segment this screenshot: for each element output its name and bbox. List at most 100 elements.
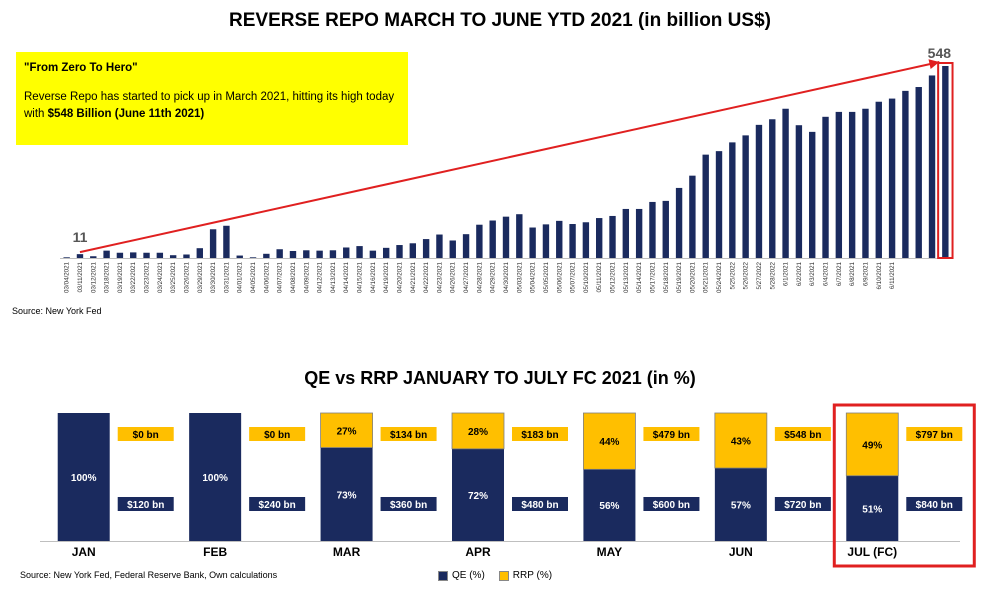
top-x-tick-label: 03/31/2021 <box>223 261 230 293</box>
top-bar <box>516 214 523 258</box>
top-x-tick-label: 04/30/2021 <box>503 261 510 293</box>
top-bar <box>875 101 882 258</box>
top-x-tick-label: 5/26/2022 <box>743 261 750 289</box>
top-bar <box>795 125 803 259</box>
qe-amount-label: $360 bn <box>390 500 427 511</box>
top-bar <box>662 200 669 258</box>
bottom-x-category-label: APR <box>465 545 491 559</box>
top-bar <box>556 220 563 258</box>
top-bar <box>276 249 283 258</box>
top-bar <box>542 224 550 258</box>
top-x-tick-label: 5/27/2022 <box>756 261 763 289</box>
top-x-tick-label: 03/22/2021 <box>130 261 137 293</box>
top-bar <box>130 252 137 258</box>
callout-highlight: $548 Billion (June 11th 2021) <box>47 108 205 120</box>
top-x-tick-label: 04/23/2021 <box>436 261 443 293</box>
top-x-tick-label: 6/11/2021 <box>889 261 896 289</box>
qe-amount-label: $600 bn <box>653 500 690 511</box>
top-x-tick-label: 05/11/2021 <box>596 261 603 292</box>
rrp-amount-box <box>512 427 568 441</box>
top-x-tick-label: 03/25/2021 <box>170 261 177 293</box>
qe-percent-label: 100% <box>202 473 228 484</box>
top-x-tick-label: 6/1/2021 <box>783 261 790 286</box>
top-x-tick-label: 04/09/2021 <box>303 261 310 293</box>
rrp-percent-label: 28% <box>468 427 488 438</box>
top-x-tick-label: 05/10/2021 <box>583 261 590 293</box>
qe-bar <box>452 448 504 541</box>
top-bar <box>862 108 869 258</box>
rrp-percent-label: 43% <box>731 437 751 448</box>
top-x-tick-label: 05/03/2021 <box>516 261 523 293</box>
rrp-amount-box <box>117 427 174 441</box>
top-x-tick-label: 5/25/2022 <box>729 261 736 289</box>
top-bar <box>769 119 776 258</box>
qe-amount-box <box>774 497 831 511</box>
qe-amount-label: $120 bn <box>127 500 164 511</box>
top-bar <box>223 225 230 258</box>
top-bar <box>116 252 124 258</box>
top-bar <box>915 87 922 258</box>
top-x-tick-label: 04/19/2021 <box>383 261 390 293</box>
qe-percent-label: 100% <box>71 473 97 484</box>
top-x-tick-label: 03/18/2021 <box>104 261 111 293</box>
top-bar <box>249 257 257 258</box>
top-bar <box>822 116 829 258</box>
bottom-x-category-label: JAN <box>72 545 96 559</box>
top-x-tick-label: 05/06/2021 <box>556 261 563 293</box>
top-bar <box>489 220 496 258</box>
bottom-chart-legend: QE (%) RRP (%) <box>438 570 552 581</box>
top-x-tick-label: 05/07/2021 <box>570 261 577 293</box>
top-x-tick-label: 04/07/2021 <box>277 261 284 293</box>
top-bar <box>343 247 350 258</box>
top-x-tick-label: 04/05/2021 <box>250 261 257 293</box>
top-bar <box>422 239 430 258</box>
qe-bar <box>189 413 242 541</box>
top-x-tick-label: 03/12/2021 <box>90 261 97 293</box>
qe-percent-label: 56% <box>599 501 619 512</box>
top-bar <box>409 243 417 258</box>
top-x-tick-label: 03/26/2021 <box>183 261 190 293</box>
qe-amount-label: $840 bn <box>916 500 953 511</box>
top-x-tick-label: 04/21/2021 <box>410 261 417 293</box>
top-last-bar-highlight <box>937 62 954 259</box>
top-bar <box>263 253 270 258</box>
qe-amount-box <box>512 497 568 511</box>
top-bar <box>529 227 536 258</box>
top-bar <box>888 98 896 258</box>
top-bar <box>609 215 616 258</box>
top-bar <box>196 248 203 258</box>
top-bar <box>942 66 949 258</box>
top-x-tick-label: 05/14/2021 <box>636 261 643 293</box>
bottom-chart-source: Source: New York Fed, Federal Reserve Ba… <box>20 570 278 580</box>
top-x-tick-label: 6/8/2021 <box>849 261 856 286</box>
rrp-percent-label: 44% <box>599 437 619 448</box>
rrp-percent-label: 27% <box>337 426 357 437</box>
top-bar <box>369 250 377 258</box>
top-chart-title: REVERSE REPO MARCH TO JUNE YTD 2021 (in … <box>229 10 771 31</box>
legend-item-rrp: RRP (%) <box>498 570 552 581</box>
top-x-tick-label: 04/12/2021 <box>317 261 324 293</box>
qe-bar <box>57 413 110 541</box>
qe-amount-box <box>117 497 174 511</box>
top-bar <box>103 250 110 258</box>
top-x-tick-label: 04/26/2021 <box>450 261 457 293</box>
legend-label-qe: QE (%) <box>452 570 485 581</box>
top-bar <box>755 124 763 258</box>
rrp-bar <box>451 412 505 450</box>
rrp-amount-box <box>249 427 306 441</box>
bottom-x-category-label: JUL (FC) <box>847 545 897 559</box>
top-trend-line <box>79 61 940 254</box>
bottom-chart-title: QE vs RRP JANUARY TO JULY FC 2021 (in %) <box>304 368 696 388</box>
top-x-tick-label: 04/14/2021 <box>343 261 350 293</box>
rrp-bar <box>714 412 768 469</box>
top-bar <box>848 111 856 258</box>
top-bar <box>382 247 390 258</box>
legend-swatch-rrp <box>498 570 509 581</box>
top-bar <box>329 250 337 258</box>
bottom-x-category-label: JUN <box>729 545 753 559</box>
top-bar <box>316 250 323 258</box>
top-bar <box>742 135 749 258</box>
rrp-bar <box>320 412 373 448</box>
callout-box: "From Zero To Hero" Reverse Repo has sta… <box>16 52 408 145</box>
rrp-amount-label: $797 bn <box>916 430 953 441</box>
